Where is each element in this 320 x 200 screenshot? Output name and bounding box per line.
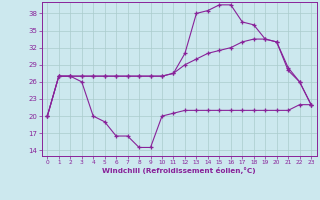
X-axis label: Windchill (Refroidissement éolien,°C): Windchill (Refroidissement éolien,°C) <box>102 167 256 174</box>
